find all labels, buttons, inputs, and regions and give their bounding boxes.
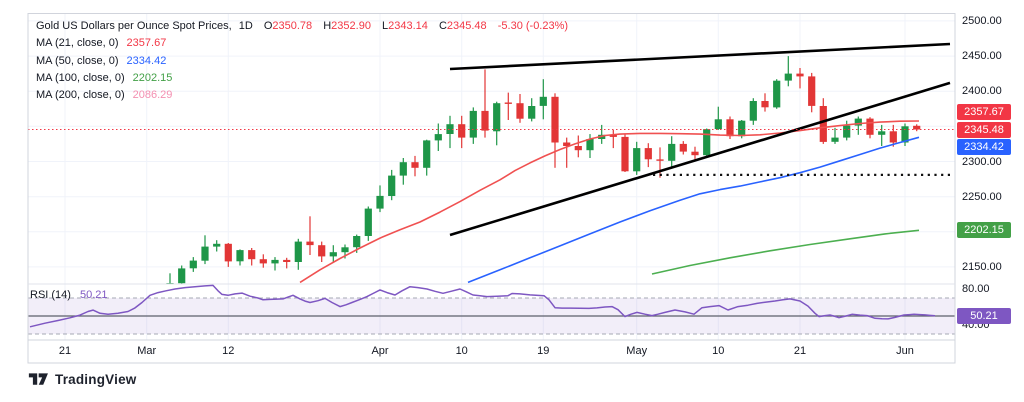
time-tick-10: 10 bbox=[455, 345, 468, 357]
ma21-value-badge: 2357.67 bbox=[957, 103, 1011, 120]
ma100-value-badge: 2202.15 bbox=[957, 222, 1011, 239]
high-value: H2352.90 bbox=[323, 20, 371, 32]
ma100-legend-row[interactable]: MA (100, close, 0) 2202.15 bbox=[36, 71, 173, 84]
last-price-badge: 2345.48 bbox=[957, 121, 1011, 138]
ma200-legend-value: 2086.29 bbox=[132, 89, 173, 102]
ma50-legend-value: 2334.42 bbox=[126, 54, 167, 67]
time-tick-21: 21 bbox=[58, 345, 72, 357]
price-tick-2300.00: 2300.00 bbox=[962, 155, 1002, 168]
symbol-legend-row[interactable]: Gold US Dollars per Ounce Spot Prices, 1… bbox=[36, 18, 568, 35]
price-tick-2450.00: 2450.00 bbox=[962, 50, 1002, 63]
rsi-tick-80.00: 80.00 bbox=[962, 283, 990, 295]
ma50-legend-row[interactable]: MA (50, close, 0) 2334.42 bbox=[36, 54, 167, 67]
rsi-value-badge: 50.21 bbox=[957, 307, 1011, 324]
change-value: -5.30 (-0.23%) bbox=[497, 20, 569, 32]
open-value: O2350.78 bbox=[263, 20, 313, 32]
tradingview-brand-text: TradingView bbox=[55, 372, 137, 387]
ma21-legend-value: 2357.67 bbox=[126, 37, 167, 50]
time-tick-12: 12 bbox=[222, 345, 235, 357]
ma50-value-badge: 2334.42 bbox=[957, 139, 1011, 155]
symbol-title: Gold US Dollars per Ounce Spot Prices, bbox=[36, 20, 232, 32]
ma21-legend-row[interactable]: MA (21, close, 0) 2357.67 bbox=[36, 37, 167, 50]
rsi-legend-row[interactable]: RSI (14) 50.21 bbox=[30, 289, 108, 301]
low-value: L2343.14 bbox=[382, 20, 428, 32]
time-tick-10: 10 bbox=[712, 345, 725, 357]
time-tick-Jun: Jun bbox=[896, 345, 914, 357]
price-tick-2500.00: 2500.00 bbox=[962, 14, 1002, 27]
rsi-legend-value: 50.21 bbox=[79, 289, 108, 301]
price-tick-2250.00: 2250.00 bbox=[962, 190, 1002, 203]
ma200-legend-row[interactable]: MA (200, close, 0) 2086.29 bbox=[36, 89, 173, 102]
time-tick-21: 21 bbox=[793, 345, 807, 357]
time-tick-May: May bbox=[626, 345, 648, 357]
tradingview-attribution[interactable]: TradingView bbox=[28, 372, 136, 387]
close-value: C2345.48 bbox=[438, 20, 487, 32]
tradingview-logo-icon bbox=[28, 373, 48, 385]
rsi-label: RSI (14) bbox=[30, 289, 71, 301]
timeframe-label: 1D bbox=[238, 20, 253, 32]
price-tick-2150.00: 2150.00 bbox=[962, 260, 1002, 273]
price-tick-2400.00: 2400.00 bbox=[962, 85, 1002, 98]
time-tick-19: 19 bbox=[537, 345, 550, 357]
ma100-legend-value: 2202.15 bbox=[132, 71, 173, 84]
main-legend[interactable]: Gold US Dollars per Ounce Spot Prices, 1… bbox=[36, 18, 568, 104]
time-tick-Mar: Mar bbox=[137, 345, 157, 357]
time-tick-Apr: Apr bbox=[371, 345, 389, 357]
